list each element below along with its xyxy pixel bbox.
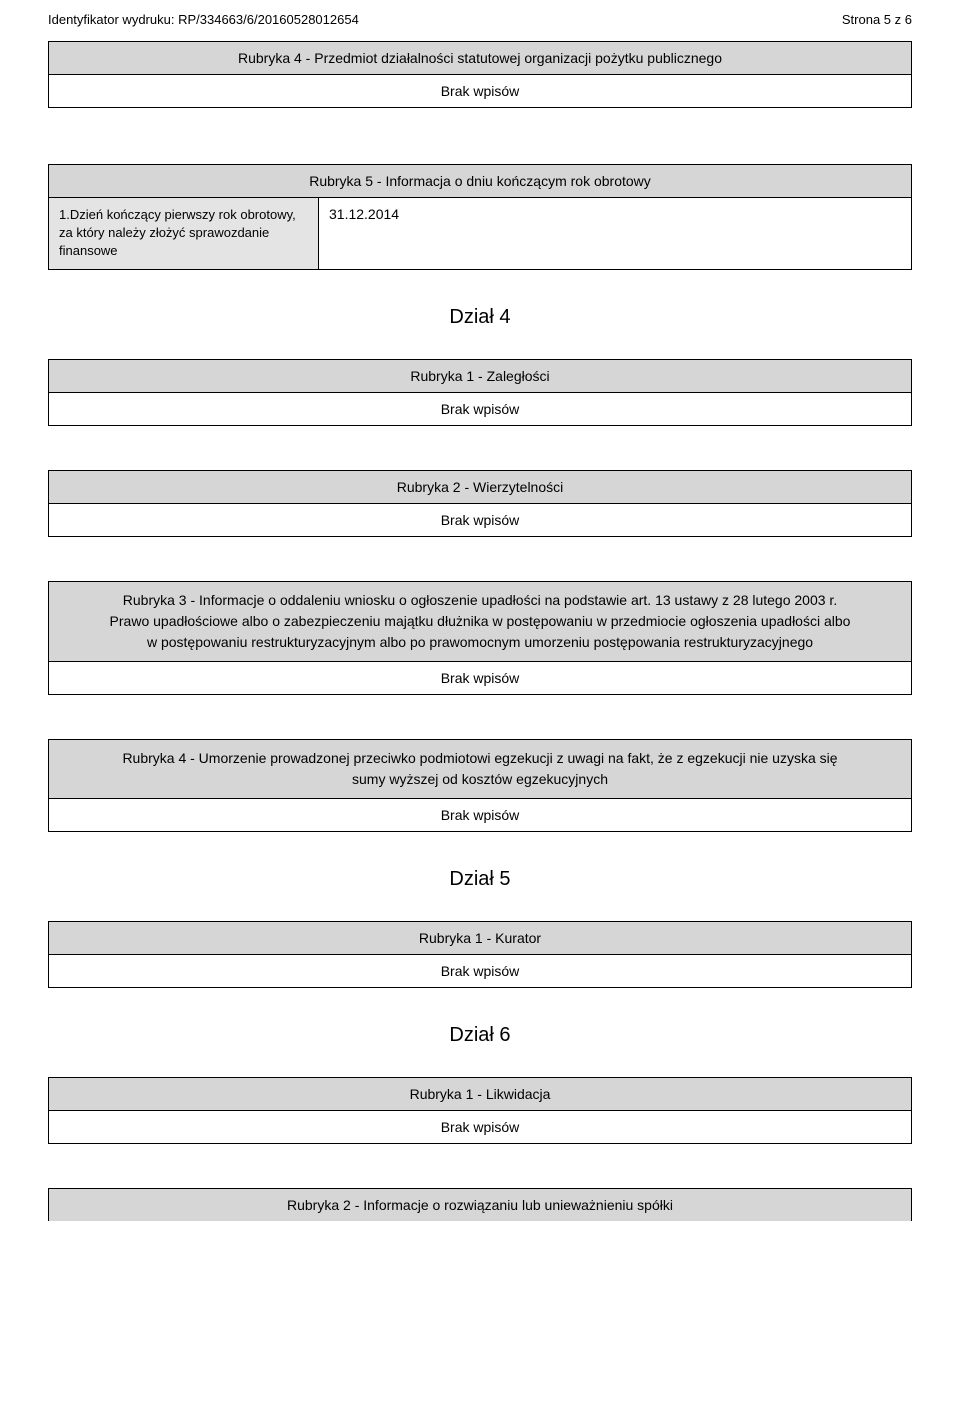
d4-r2-body: Brak wpisów (49, 504, 911, 536)
rubryka4-top-body: Brak wpisów (49, 75, 911, 107)
d4-r3-title-l1: Rubryka 3 - Informacje o oddaleniu wnios… (59, 590, 901, 611)
d4-rubryka3: Rubryka 3 - Informacje o oddaleniu wnios… (48, 581, 912, 695)
d4-r1-body: Brak wpisów (49, 393, 911, 425)
d5-r1-body: Brak wpisów (49, 955, 911, 987)
d5-r1-title: Rubryka 1 - Kurator (49, 922, 911, 955)
rubryka4-top: Rubryka 4 - Przedmiot działalności statu… (48, 41, 912, 108)
d6-r2-title: Rubryka 2 - Informacje o rozwiązaniu lub… (49, 1189, 911, 1221)
d4-r3-title-l2: Prawo upadłościowe albo o zabezpieczeniu… (59, 611, 901, 632)
rubryka5: Rubryka 5 - Informacja o dniu kończącym … (48, 164, 912, 270)
identifier-value: RP/334663/6/20160528012654 (178, 12, 359, 27)
d4-rubryka4: Rubryka 4 - Umorzenie prowadzonej przeci… (48, 739, 912, 832)
d4-r4-title-l1: Rubryka 4 - Umorzenie prowadzonej przeci… (59, 748, 901, 769)
rubryka5-row: 1.Dzień kończący pierwszy rok obrotowy, … (49, 197, 911, 269)
d4-r3-body: Brak wpisów (49, 662, 911, 694)
d4-rubryka2: Rubryka 2 - Wierzytelności Brak wpisów (48, 470, 912, 537)
d4-r2-title: Rubryka 2 - Wierzytelności (49, 471, 911, 504)
dzial6-heading: Dział 6 (48, 1024, 912, 1047)
page-number: Strona 5 z 6 (842, 12, 912, 27)
rubryka4-top-title: Rubryka 4 - Przedmiot działalności statu… (49, 42, 911, 75)
rubryka5-field-label: 1.Dzień kończący pierwszy rok obrotowy, … (49, 198, 319, 269)
d4-r3-title: Rubryka 3 - Informacje o oddaleniu wnios… (49, 582, 911, 662)
d4-r3-title-l3: w postępowaniu restrukturyzacyjnym albo … (59, 632, 901, 653)
rubryka5-field-value: 31.12.2014 (319, 198, 911, 269)
d4-rubryka1: Rubryka 1 - Zaległości Brak wpisów (48, 359, 912, 426)
identifier-label: Identyfikator wydruku: (48, 12, 174, 27)
rubryka5-title: Rubryka 5 - Informacja o dniu kończącym … (49, 165, 911, 197)
d6-r1-title: Rubryka 1 - Likwidacja (49, 1078, 911, 1111)
dzial4-heading: Dział 4 (48, 306, 912, 329)
d4-r4-title-l2: sumy wyższej od kosztów egzekucyjnych (59, 769, 901, 790)
d6-rubryka2: Rubryka 2 - Informacje o rozwiązaniu lub… (48, 1188, 912, 1221)
dzial5-heading: Dział 5 (48, 868, 912, 891)
page-header: Identyfikator wydruku: RP/334663/6/20160… (48, 12, 912, 27)
d6-r1-body: Brak wpisów (49, 1111, 911, 1143)
d4-r1-title: Rubryka 1 - Zaległości (49, 360, 911, 393)
d6-rubryka1: Rubryka 1 - Likwidacja Brak wpisów (48, 1077, 912, 1144)
identifier: Identyfikator wydruku: RP/334663/6/20160… (48, 12, 359, 27)
d5-rubryka1: Rubryka 1 - Kurator Brak wpisów (48, 921, 912, 988)
d4-r4-title: Rubryka 4 - Umorzenie prowadzonej przeci… (49, 740, 911, 799)
d4-r4-body: Brak wpisów (49, 799, 911, 831)
